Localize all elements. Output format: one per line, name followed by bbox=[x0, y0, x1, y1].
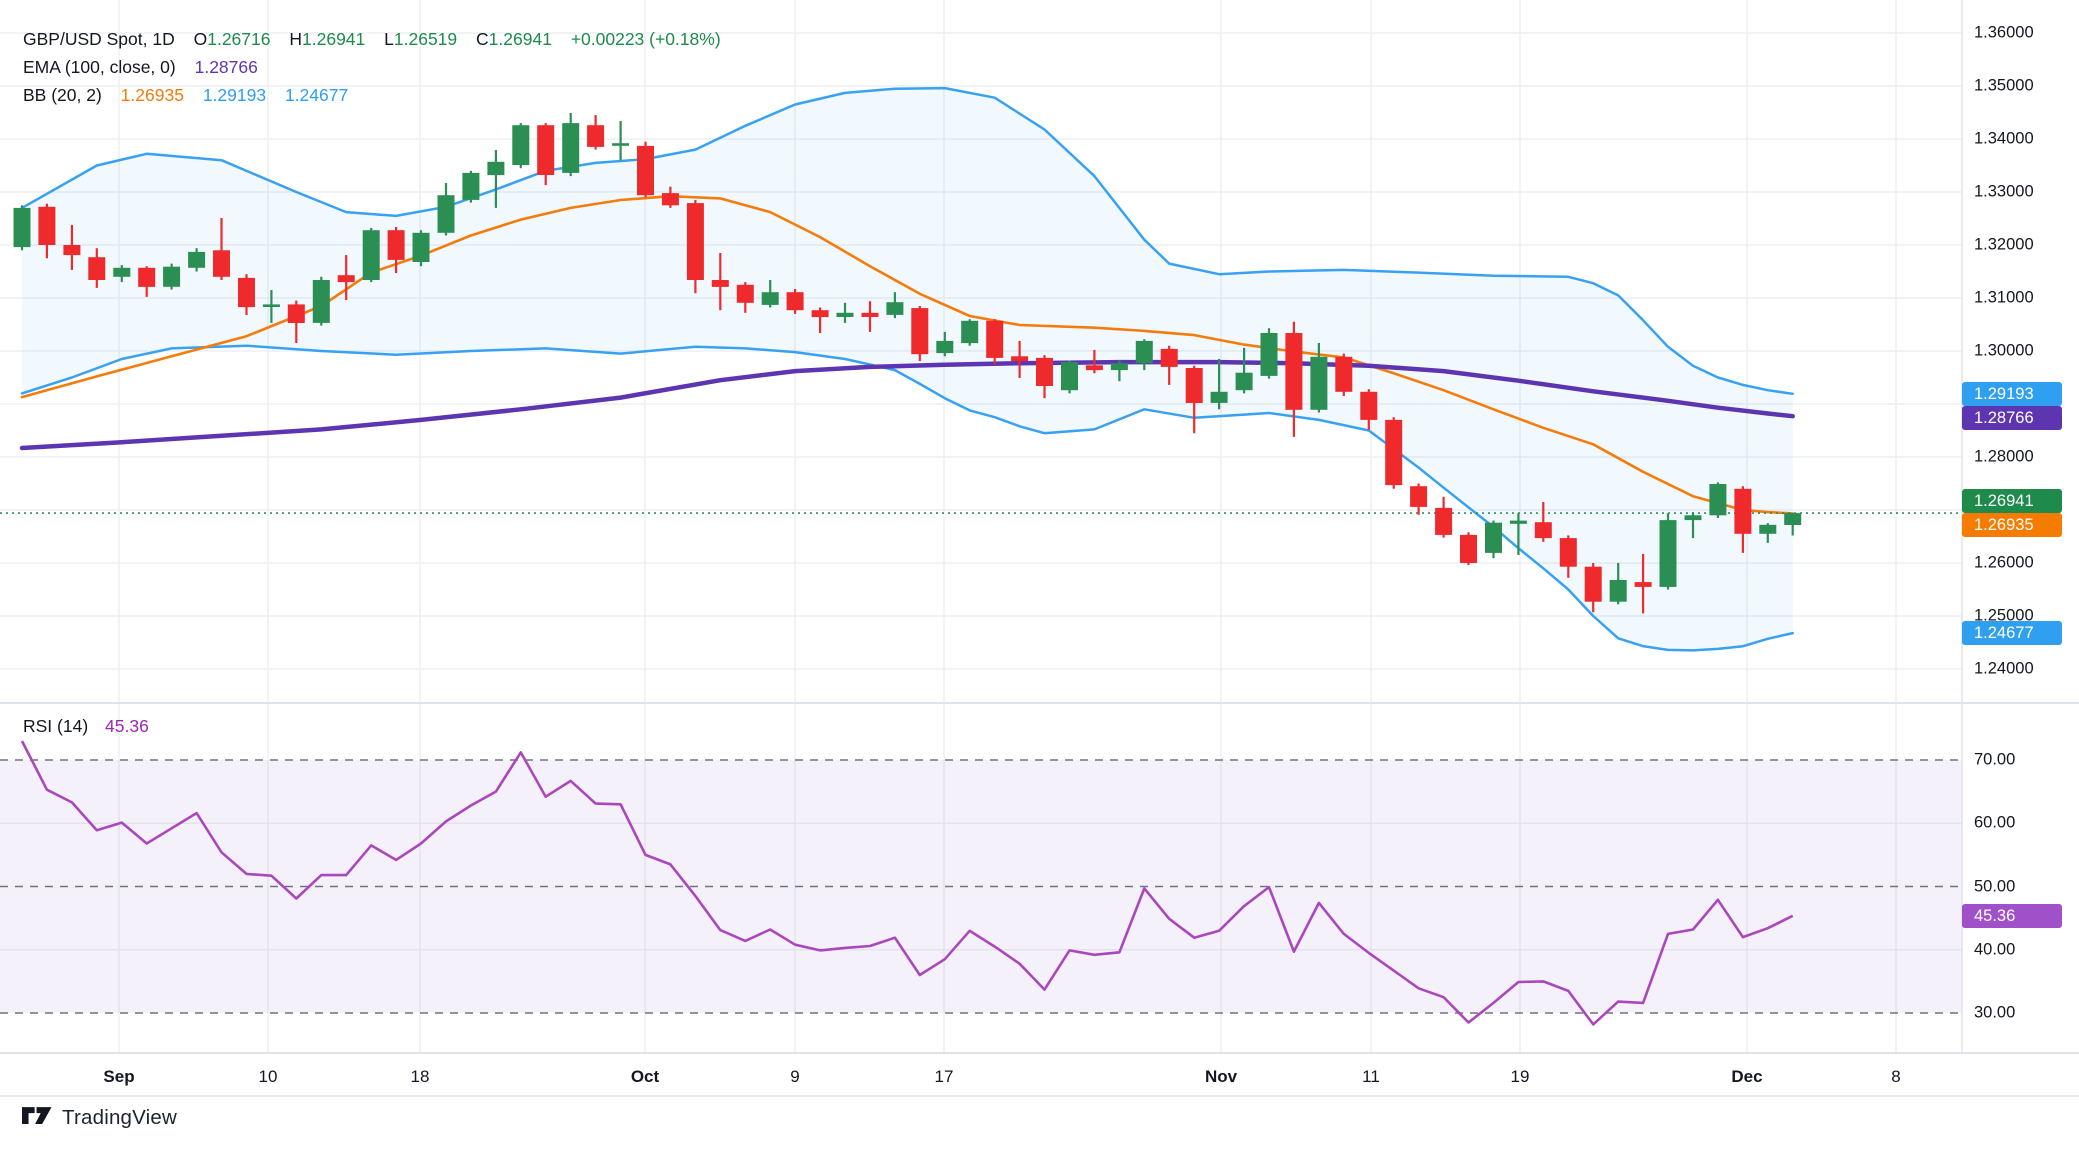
rsi-axis-label: 40.00 bbox=[1974, 940, 2016, 959]
time-axis-label: 11 bbox=[1362, 1067, 1380, 1086]
legend-bb-row[interactable]: BB (20, 2) 1.26935 1.29193 1.24677 bbox=[23, 81, 721, 109]
ohlc-close: C1.26941 bbox=[476, 29, 552, 49]
price-axis-label: 1.28000 bbox=[1974, 447, 2034, 466]
rsi-axis-label: 30.00 bbox=[1974, 1003, 2016, 1022]
brand-name: TradingView bbox=[62, 1106, 178, 1129]
ohlc-open: O1.26716 bbox=[193, 29, 271, 49]
symbol-title[interactable]: GBP/USD Spot, 1D bbox=[23, 29, 175, 49]
rsi-title[interactable]: RSI (14) bbox=[23, 716, 89, 736]
price-axis-label: 1.34000 bbox=[1974, 129, 2034, 148]
ohlc-high: H1.26941 bbox=[289, 29, 366, 49]
ema-title[interactable]: EMA (100, close, 0) bbox=[23, 57, 176, 77]
time-axis-label: 8 bbox=[1891, 1067, 1901, 1086]
tradingview-logo-icon bbox=[22, 1106, 52, 1130]
tradingview-attribution[interactable]: TradingView bbox=[22, 1106, 177, 1130]
time-axis-label: Dec bbox=[1731, 1067, 1763, 1086]
rsi-value-badge: 45.36 bbox=[1962, 903, 2062, 928]
bb-title[interactable]: BB (20, 2) bbox=[23, 85, 102, 105]
time-axis-label: 18 bbox=[410, 1067, 430, 1086]
price-badge: 1.26941 bbox=[1962, 489, 2062, 513]
rsi-axis-label: 50.00 bbox=[1974, 877, 2016, 895]
price-axis-label: 1.31000 bbox=[1974, 288, 2034, 307]
price-badge: 1.29193 bbox=[1962, 382, 2062, 406]
price-axis-label: 1.33000 bbox=[1974, 182, 2034, 201]
ema-value: 1.28766 bbox=[194, 57, 258, 77]
price-axis-label: 1.26000 bbox=[1974, 553, 2034, 572]
change-value: +0.00223 (+0.18%) bbox=[570, 29, 721, 49]
price-axis-label: 1.32000 bbox=[1974, 235, 2034, 254]
time-axis-label: 10 bbox=[258, 1067, 278, 1086]
rsi-axis-label: 60.00 bbox=[1974, 813, 2016, 832]
legend-symbol-row[interactable]: GBP/USD Spot, 1D O1.26716 H1.26941 L1.26… bbox=[23, 25, 721, 53]
rsi-axis-label: 70.00 bbox=[1974, 750, 2016, 769]
ohlc-low: L1.26519 bbox=[384, 29, 458, 49]
price-axis-label: 1.35000 bbox=[1974, 76, 2034, 95]
time-axis-label: 17 bbox=[934, 1067, 954, 1086]
price-axis-label: 1.36000 bbox=[1974, 23, 2034, 42]
price-axis-label: 1.24000 bbox=[1974, 659, 2034, 678]
price-axis-label: 1.30000 bbox=[1974, 341, 2034, 360]
rsi-legend[interactable]: RSI (14) 45.36 bbox=[23, 716, 149, 737]
bb-basis-value: 1.26935 bbox=[120, 85, 184, 105]
time-axis-label: 9 bbox=[790, 1067, 800, 1086]
price-badge: 1.26935 bbox=[1962, 513, 2062, 537]
legend-ema-row[interactable]: EMA (100, close, 0) 1.28766 bbox=[23, 53, 721, 81]
bb-upper-value: 1.29193 bbox=[202, 85, 267, 105]
time-axis-label: 19 bbox=[1510, 1067, 1530, 1086]
time-axis-label: Nov bbox=[1204, 1067, 1238, 1086]
price-axis-label: 1.25000 bbox=[1974, 606, 2034, 625]
rsi-value: 45.36 bbox=[105, 716, 149, 736]
bb-lower-value: 1.24677 bbox=[284, 85, 349, 105]
price-badge: 1.24677 bbox=[1962, 621, 2062, 645]
time-axis-label: Sep bbox=[103, 1067, 135, 1086]
chart-legend: GBP/USD Spot, 1D O1.26716 H1.26941 L1.26… bbox=[23, 25, 721, 109]
time-axis-label: Oct bbox=[630, 1067, 660, 1086]
price-badge: 1.28766 bbox=[1962, 406, 2062, 430]
